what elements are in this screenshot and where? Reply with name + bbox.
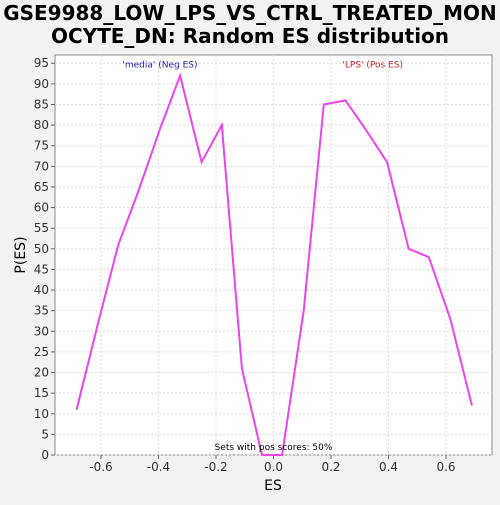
y-tick-label: 10 (34, 407, 49, 421)
y-tick-label: 55 (34, 221, 49, 235)
y-tick-label: 75 (34, 139, 49, 153)
x-tick-label: 0.0 (264, 460, 283, 474)
x-tick-label: -0.2 (204, 460, 227, 474)
chart-annotation: Sets with pos scores: 50% (215, 443, 333, 453)
y-tick-label: 65 (34, 180, 49, 194)
chart-title-line-1: GSE9988_LOW_LPS_VS_CTRL_TREATED_MON (3, 1, 497, 25)
y-tick-label: 45 (34, 262, 49, 276)
x-tick-label: 0.6 (436, 460, 455, 474)
y-tick-label: 70 (34, 159, 49, 173)
y-tick-label: 85 (34, 97, 49, 111)
y-tick-label: 25 (34, 345, 49, 359)
x-tick-label: -0.6 (89, 460, 112, 474)
chart-annotation: 'LPS' (Pos ES) (342, 60, 403, 70)
x-axis-label: ES (264, 478, 282, 494)
y-axis-label: P(ES) (13, 236, 29, 273)
y-tick-label: 95 (34, 56, 49, 70)
y-tick-label: 40 (34, 283, 49, 297)
y-tick-label: 80 (34, 118, 49, 132)
y-tick-label: 35 (34, 304, 49, 318)
chart-annotation: 'media' (Neg ES) (122, 60, 197, 70)
y-tick-label: 5 (41, 427, 49, 441)
y-tick-label: 50 (34, 242, 49, 256)
x-tick-label: 0.2 (321, 460, 340, 474)
y-tick-label: 20 (34, 366, 49, 380)
x-tick-label: -0.4 (147, 460, 170, 474)
x-tick-label: 0.4 (379, 460, 398, 474)
chart-title-line-2: OCYTE_DN: Random ES distribution (51, 24, 449, 48)
y-tick-label: 60 (34, 201, 49, 215)
y-tick-label: 0 (41, 448, 49, 462)
y-tick-label: 30 (34, 324, 49, 338)
y-tick-label: 15 (34, 386, 49, 400)
y-tick-label: 90 (34, 77, 49, 91)
